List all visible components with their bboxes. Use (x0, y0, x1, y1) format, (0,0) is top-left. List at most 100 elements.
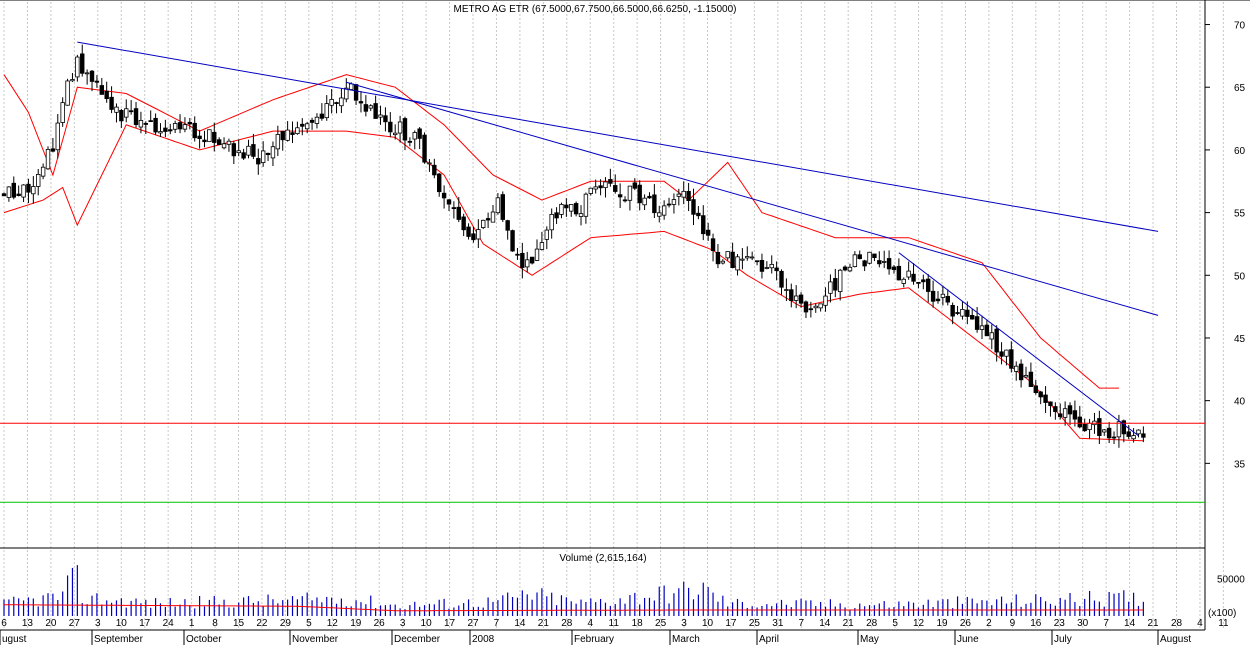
candle-body (275, 134, 281, 150)
candle (705, 222, 711, 241)
candle (979, 315, 985, 339)
x-tick-label: 27 (467, 618, 479, 629)
candle (11, 176, 16, 200)
candle-body (989, 332, 994, 340)
candle (114, 103, 119, 123)
candle (285, 121, 290, 142)
candle-body (226, 140, 232, 145)
candle-body (666, 203, 672, 206)
candle-body (1062, 408, 1068, 418)
candle-body (882, 261, 887, 263)
candle (940, 285, 946, 306)
candle (344, 78, 349, 103)
candle (798, 292, 804, 308)
candle-body (784, 289, 789, 291)
candle (808, 301, 814, 318)
candle-body (432, 164, 437, 176)
candle-body (525, 259, 530, 268)
candle (886, 250, 892, 275)
candle (774, 261, 779, 281)
candle (598, 179, 603, 196)
candle (906, 261, 911, 280)
candle (1033, 379, 1038, 395)
candle (994, 325, 999, 362)
candle-body (1043, 394, 1048, 403)
month-label: September (94, 634, 144, 645)
x-tick-label: 5 (892, 618, 898, 629)
candle-body (212, 131, 217, 143)
candle-body (6, 186, 12, 198)
volume-tick-label: 50000 (1217, 575, 1245, 586)
candle-body (720, 260, 726, 264)
candle-body (642, 197, 647, 206)
x-tick-label: 9 (1010, 618, 1016, 629)
candle (554, 207, 559, 224)
candle-body (133, 108, 139, 125)
candle (769, 255, 774, 274)
candle-body (935, 298, 941, 302)
x-tick-label: 31 (772, 618, 784, 629)
candle-body (207, 129, 212, 143)
candle-body (823, 295, 828, 306)
x-tick-label: 27 (69, 618, 81, 629)
x-tick-label: 21 (1147, 618, 1159, 629)
candle-body (534, 248, 540, 261)
candle (901, 277, 906, 288)
candle-body (392, 132, 398, 136)
candle-body (461, 216, 466, 231)
candle-body (603, 181, 608, 189)
candle (1062, 401, 1068, 426)
candle-body (906, 270, 911, 278)
candle-body (1097, 418, 1102, 436)
lower-band-line (3, 124, 1144, 442)
candle-body (847, 266, 853, 272)
candle (828, 274, 833, 303)
candle (1131, 428, 1136, 443)
candle-body (358, 101, 364, 104)
candle (647, 192, 652, 199)
x-tick-label: 21 (538, 618, 550, 629)
candle-body (701, 215, 706, 235)
candle (197, 129, 202, 149)
month-label: June (957, 634, 979, 645)
candle-body (950, 304, 955, 317)
candle (950, 302, 955, 325)
candle-body (1106, 427, 1112, 439)
candle (1009, 341, 1014, 373)
candle-body (505, 220, 510, 231)
candle (818, 303, 823, 312)
candle-body (466, 226, 471, 237)
candle-body (529, 256, 535, 264)
candle (6, 186, 12, 202)
candle-body (960, 309, 965, 317)
candle-body (725, 251, 730, 259)
candle (745, 246, 750, 261)
candle-body (290, 132, 295, 135)
candle (686, 182, 691, 212)
candle (192, 116, 197, 142)
x-tick-label: 11 (609, 618, 620, 629)
candle (207, 129, 212, 143)
chart-title: METRO AG ETR (67.5000,67.7500,66.5000,66… (454, 4, 737, 15)
candle (661, 200, 667, 220)
price-tick-label: 70 (1234, 21, 1246, 32)
candle (696, 206, 701, 220)
candle (319, 103, 325, 121)
candle-body (187, 121, 193, 125)
price-tick-label: 40 (1234, 397, 1246, 408)
candle-body (979, 325, 985, 330)
x-tick-label: 4 (587, 618, 593, 629)
candle-body (573, 203, 579, 215)
candle-body (852, 254, 858, 267)
candle (295, 121, 300, 135)
candle-body (1, 193, 7, 197)
candle-body (1004, 349, 1009, 357)
candle-body (837, 269, 843, 293)
candle (466, 223, 471, 240)
candle-body (216, 139, 222, 145)
candle (265, 152, 271, 162)
candle (471, 226, 476, 243)
candle (417, 127, 422, 150)
x-tick-label: 10 (116, 618, 128, 629)
